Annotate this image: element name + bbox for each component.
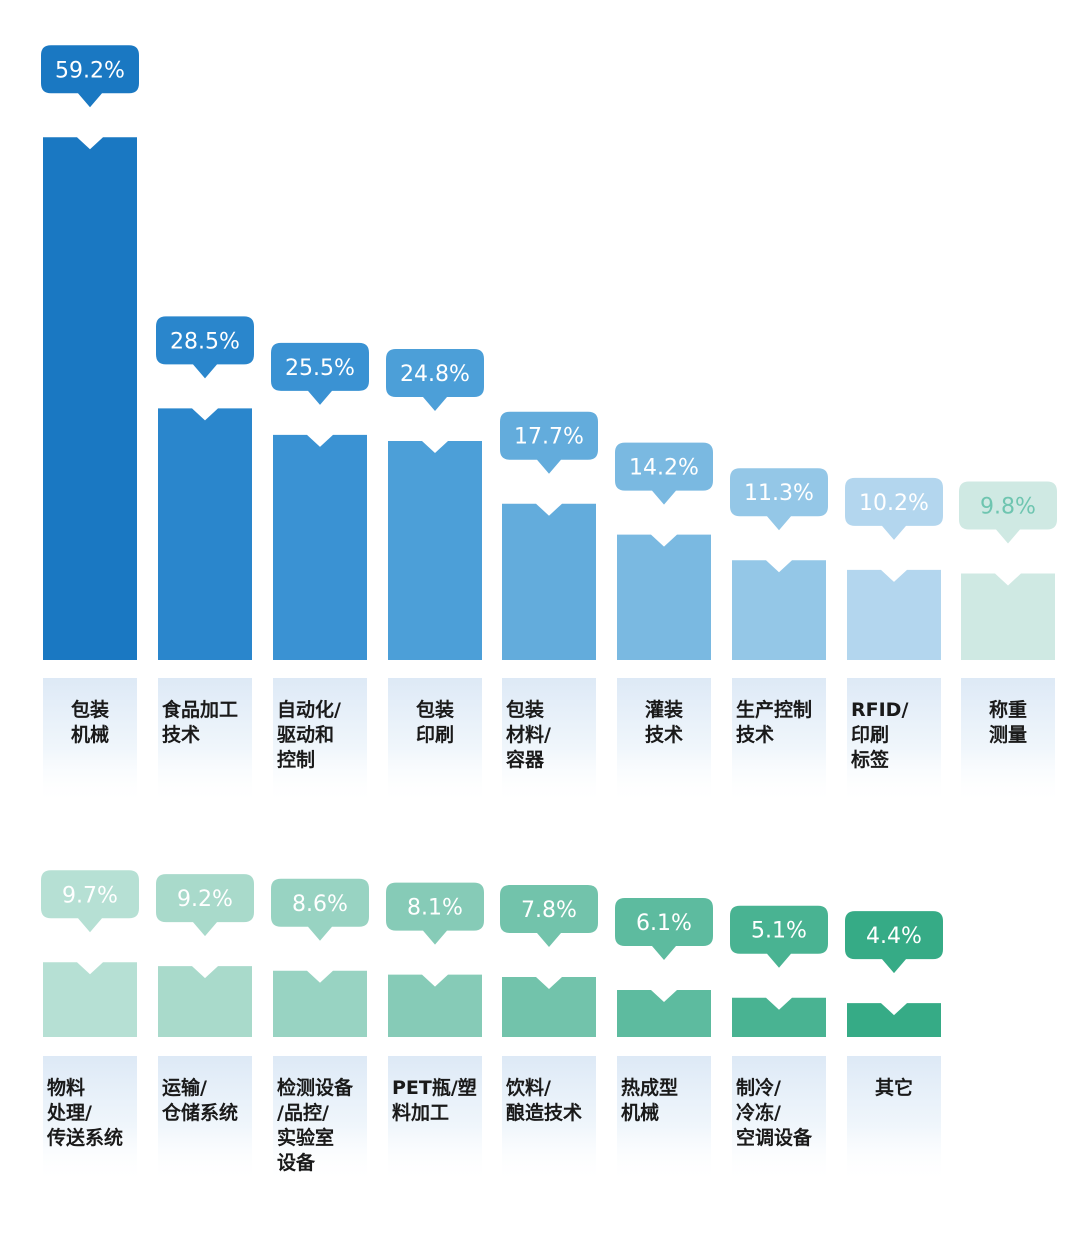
value-label: 24.8% <box>400 362 470 387</box>
value-label: 9.7% <box>62 883 118 908</box>
value-label-bubble <box>156 874 254 937</box>
bar <box>617 990 711 1037</box>
category-label: 称重测量 <box>989 698 1027 746</box>
category-label: 包装材料/容器 <box>506 698 551 771</box>
category-label-plate <box>43 1056 137 1184</box>
category-label: 运输/仓储系统 <box>161 1076 238 1124</box>
value-label-bubble <box>730 905 828 968</box>
value-label: 4.4% <box>866 924 922 949</box>
chart-row-2: 9.7% 物料处理/传送系统 9.2% 运输/仓储系统 8.6% 检测设备/品控/实验室设… <box>41 870 943 1184</box>
value-label-bubble <box>271 878 369 941</box>
value-label-bubble <box>386 882 484 945</box>
category-label: 灌装技术 <box>645 698 683 746</box>
category-label: 制冷/冷冻/空调设备 <box>736 1076 813 1149</box>
value-label: 14.2% <box>629 456 699 481</box>
value-label: 6.1% <box>636 911 692 936</box>
value-label: 9.8% <box>980 494 1036 519</box>
bar <box>273 970 367 1037</box>
category-label-plate <box>388 678 482 806</box>
bar <box>961 573 1055 660</box>
chart-row-1: 59.2% 包装机械 28.5% 食品加工技术 25.5% 自动化/驱动和控制 24.8% 包… <box>41 45 1057 806</box>
category-label-plate <box>732 678 826 806</box>
category-label-plate <box>273 1056 367 1184</box>
category-label: 其它 <box>875 1076 913 1099</box>
category-label: 物料处理/传送系统 <box>46 1076 123 1149</box>
bar <box>502 976 596 1037</box>
bar <box>732 560 826 660</box>
category-label-plate <box>961 678 1055 806</box>
value-label-bubble <box>386 349 484 412</box>
value-label-bubble <box>845 477 943 540</box>
bar <box>158 408 252 660</box>
value-label-bubble <box>156 316 254 379</box>
value-label: 7.8% <box>521 898 577 923</box>
value-label: 9.2% <box>177 887 233 912</box>
value-label: 17.7% <box>514 425 584 450</box>
bar <box>502 503 596 660</box>
bar <box>732 997 826 1037</box>
category-label: 自动化/驱动和控制 <box>277 698 341 771</box>
bar <box>43 962 137 1037</box>
value-label-bubble <box>845 911 943 974</box>
category-label: 包装印刷 <box>416 698 454 746</box>
value-label-bubble <box>500 884 598 947</box>
bar <box>388 441 482 660</box>
value-label-bubble <box>41 45 139 108</box>
value-label: 10.2% <box>859 491 929 516</box>
value-label-bubble <box>500 411 598 474</box>
category-label: 检测设备/品控/实验室设备 <box>277 1076 354 1174</box>
category-label-plate <box>388 1056 482 1184</box>
value-label-bubble <box>730 468 828 531</box>
category-label-plate <box>43 678 137 806</box>
category-label: RFID/印刷标签 <box>851 699 908 771</box>
category-label-plate <box>273 678 367 806</box>
category-label-plate <box>847 678 941 806</box>
bar <box>847 1003 941 1037</box>
category-label-plate <box>847 1056 941 1184</box>
value-label-bubble <box>41 870 139 933</box>
category-label-plate <box>732 1056 826 1184</box>
bar <box>617 534 711 660</box>
value-label: 25.5% <box>285 356 355 381</box>
bar <box>847 569 941 660</box>
value-label-bubble <box>271 342 369 405</box>
category-label: 食品加工技术 <box>162 698 238 746</box>
value-label-bubble <box>615 442 713 505</box>
value-label: 5.1% <box>751 919 807 944</box>
bar <box>43 137 137 660</box>
value-label-bubble <box>959 481 1057 544</box>
category-label: PET瓶/塑料加工 <box>392 1076 477 1124</box>
category-label-plate <box>502 1056 596 1184</box>
category-label: 饮料/酿造技术 <box>505 1076 582 1124</box>
bar <box>273 434 367 660</box>
value-label: 28.5% <box>170 329 240 354</box>
category-label: 生产控制技术 <box>736 698 812 746</box>
category-label: 包装机械 <box>71 698 109 746</box>
category-label-plate <box>502 678 596 806</box>
value-label: 11.3% <box>744 481 814 506</box>
category-label-plate <box>617 678 711 806</box>
value-label-bubble <box>615 898 713 961</box>
value-label: 59.2% <box>55 58 125 83</box>
bar <box>158 966 252 1037</box>
category-label: 热成型机械 <box>621 1076 678 1124</box>
category-label-plate <box>158 1056 252 1184</box>
category-label-plate <box>158 678 252 806</box>
bar <box>388 974 482 1037</box>
value-label: 8.6% <box>292 892 348 917</box>
category-label-plate <box>617 1056 711 1184</box>
value-label: 8.1% <box>407 896 463 921</box>
